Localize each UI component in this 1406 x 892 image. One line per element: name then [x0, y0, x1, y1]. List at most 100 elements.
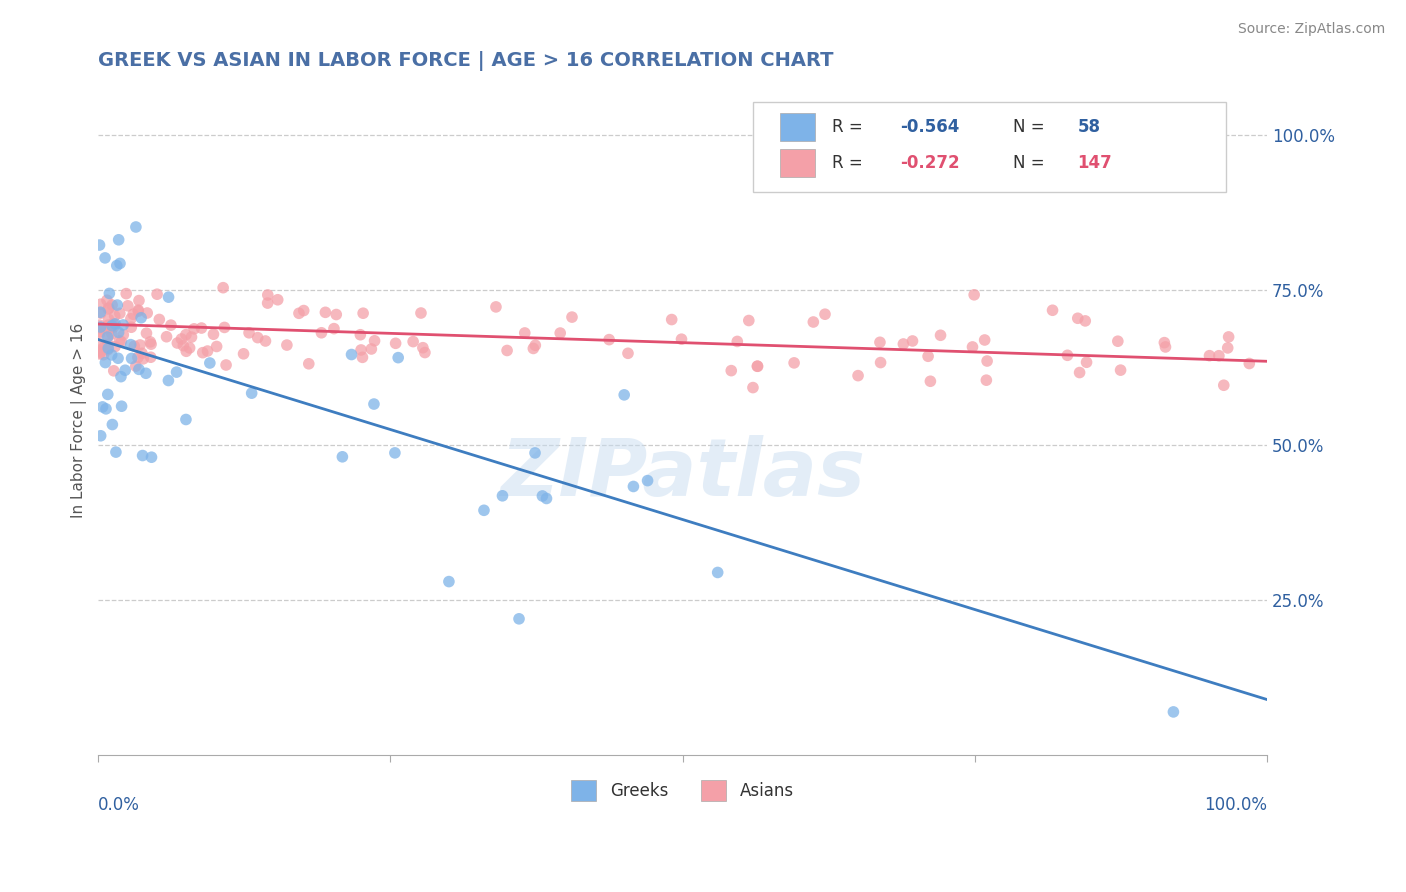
Point	[190, 321, 212, 335]
Point	[288, 306, 311, 320]
Point	[350, 343, 373, 357]
Point	[963, 287, 986, 301]
Point	[1107, 334, 1129, 349]
Point	[104, 445, 127, 459]
Point	[166, 336, 188, 351]
Point	[107, 233, 129, 247]
Point	[238, 326, 260, 340]
Point	[513, 326, 536, 340]
Point	[352, 351, 374, 365]
Point	[90, 429, 112, 443]
Point	[97, 343, 120, 357]
Point	[100, 320, 122, 334]
Point	[1042, 303, 1064, 318]
Point	[101, 417, 124, 432]
Text: ZIPatlas: ZIPatlas	[501, 435, 865, 513]
Point	[107, 351, 129, 366]
Point	[1076, 355, 1098, 369]
Point	[120, 311, 142, 326]
Point	[384, 336, 406, 351]
Point	[413, 345, 436, 359]
Point	[742, 381, 765, 395]
Point	[128, 362, 150, 376]
Point	[720, 363, 742, 377]
Point	[104, 317, 127, 331]
Point	[183, 322, 205, 336]
Point	[738, 313, 761, 327]
Point	[148, 312, 170, 326]
Point	[246, 330, 269, 344]
Point	[125, 359, 148, 373]
Point	[89, 326, 111, 341]
Point	[531, 489, 554, 503]
Point	[108, 256, 131, 270]
Point	[127, 351, 149, 365]
Text: -0.272: -0.272	[900, 154, 960, 172]
Point	[146, 287, 169, 301]
Point	[97, 329, 120, 343]
Point	[409, 306, 432, 320]
Point	[893, 337, 915, 351]
Point	[962, 340, 984, 354]
Point	[352, 306, 374, 320]
Point	[973, 333, 995, 347]
Point	[212, 281, 235, 295]
Point	[536, 491, 558, 506]
Point	[846, 368, 869, 383]
Text: 0.0%: 0.0%	[98, 796, 141, 814]
Point	[97, 341, 120, 355]
Point	[98, 286, 121, 301]
Point	[725, 334, 748, 349]
Point	[191, 345, 214, 359]
Point	[276, 338, 298, 352]
Point	[202, 327, 225, 342]
Point	[121, 351, 143, 366]
Point	[747, 359, 769, 374]
Point	[522, 342, 544, 356]
Point	[671, 332, 693, 346]
Point	[901, 334, 924, 348]
Point	[232, 347, 254, 361]
Point	[240, 386, 263, 401]
Y-axis label: In Labor Force | Age > 16: In Labor Force | Age > 16	[72, 323, 87, 518]
Point	[103, 317, 125, 331]
Point	[93, 340, 115, 354]
Point	[384, 446, 406, 460]
FancyBboxPatch shape	[752, 102, 1226, 193]
Point	[110, 334, 132, 349]
Point	[128, 293, 150, 308]
Point	[205, 339, 228, 353]
Point	[1216, 341, 1239, 355]
FancyBboxPatch shape	[779, 149, 814, 177]
Point	[108, 306, 131, 320]
Point	[180, 330, 202, 344]
Text: N =: N =	[1014, 154, 1050, 172]
Point	[617, 346, 640, 360]
Point	[976, 354, 998, 368]
Point	[135, 326, 157, 341]
Point	[105, 259, 128, 273]
Point	[174, 327, 197, 342]
Point	[1153, 335, 1175, 350]
Point	[114, 363, 136, 377]
Point	[139, 334, 162, 349]
Point	[323, 321, 346, 335]
Point	[491, 489, 513, 503]
Point	[94, 401, 117, 416]
Point	[254, 334, 277, 348]
Point	[101, 298, 124, 312]
Point	[103, 364, 125, 378]
Point	[801, 315, 824, 329]
Point	[108, 334, 131, 348]
Point	[661, 312, 683, 326]
Point	[89, 345, 111, 359]
Text: 58: 58	[1077, 118, 1101, 136]
Point	[174, 344, 197, 359]
Point	[94, 355, 117, 369]
Point	[105, 298, 128, 312]
Point	[96, 330, 118, 344]
Point	[363, 334, 385, 348]
Point	[437, 574, 460, 589]
FancyBboxPatch shape	[779, 112, 814, 141]
Point	[548, 326, 571, 340]
